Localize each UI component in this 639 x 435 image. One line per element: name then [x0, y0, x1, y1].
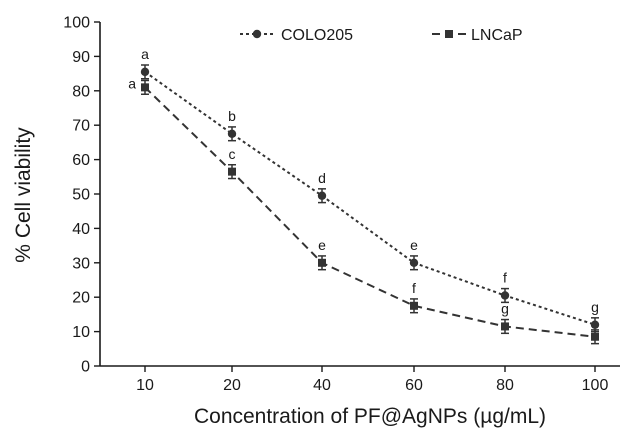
y-tick-label: 60: [72, 152, 90, 169]
data-point: [501, 322, 509, 331]
data-label: a: [141, 46, 149, 62]
axes: 0 10 20 30 40 50 60 70 80 90 100 10 20 40 60 80 100: [63, 15, 620, 394]
data-label: a: [128, 75, 136, 91]
data-point: [227, 129, 237, 138]
y-tick-label: 90: [72, 49, 90, 66]
y-tick-label: 20: [72, 290, 90, 307]
x-tick-label: 20: [223, 377, 241, 394]
data-label: f: [412, 280, 416, 296]
legend: COLO205 LNCaP: [240, 27, 523, 44]
data-label: c: [229, 146, 236, 162]
data-point: [591, 332, 599, 341]
data-point: [318, 258, 326, 267]
data-label: g: [591, 299, 599, 315]
data-point: [590, 320, 600, 329]
x-tick-label: 60: [405, 377, 423, 394]
data-point: [500, 291, 510, 300]
data-label: b: [228, 108, 236, 124]
y-tick-label: 10: [72, 324, 90, 341]
legend-marker: [252, 29, 262, 39]
x-tick-label: 100: [582, 377, 609, 394]
y-axis-title: % Cell viability: [12, 127, 35, 263]
legend-label: COLO205: [281, 27, 353, 44]
y-tick-label: 30: [72, 255, 90, 272]
y-tick-label: 100: [63, 15, 90, 32]
data-point: [141, 83, 149, 92]
data-point: [140, 67, 150, 77]
x-axis-title: Concentration of PF@AgNPs (µg/mL): [194, 405, 546, 428]
series-line: [144, 86, 596, 338]
data-label: e: [318, 237, 326, 253]
x-tick-label: 10: [136, 377, 154, 394]
series-line: [144, 71, 596, 326]
y-tick-label: 80: [72, 83, 90, 100]
y-tick-label: 50: [72, 187, 90, 204]
x-tick-label: 80: [496, 377, 514, 394]
data-label: g: [501, 301, 509, 317]
legend-label: LNCaP: [471, 27, 523, 44]
data-point: [228, 167, 236, 176]
data-label: d: [318, 170, 326, 186]
legend-marker: [445, 30, 453, 38]
x-tick-label: 40: [313, 377, 331, 394]
y-tick-label: 40: [72, 221, 90, 238]
data-label: e: [410, 237, 418, 253]
data-label: f: [503, 270, 507, 286]
legend-item-lncap: LNCaP: [432, 27, 523, 44]
data-point: [410, 301, 418, 310]
y-tick-label: 0: [81, 359, 90, 376]
data-point: [409, 258, 419, 267]
legend-item-colo205: COLO205: [240, 27, 353, 44]
y-tick-label: 70: [72, 118, 90, 135]
data-point: [317, 191, 327, 200]
